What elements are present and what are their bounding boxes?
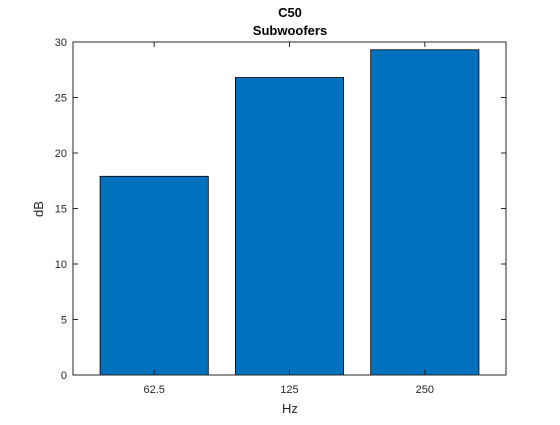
bars-group bbox=[100, 50, 479, 375]
y-tick-label: 15 bbox=[55, 204, 67, 216]
y-axis-label: dB bbox=[31, 201, 46, 217]
chart-title: C50 bbox=[278, 5, 302, 20]
bar-62.5 bbox=[100, 176, 208, 375]
y-tick-label: 30 bbox=[55, 37, 67, 49]
y-tick-label: 25 bbox=[55, 93, 67, 105]
x-tick-label: 250 bbox=[416, 384, 434, 396]
chart-subtitle: Subwoofers bbox=[253, 23, 327, 38]
y-tick-label: 10 bbox=[55, 259, 67, 271]
x-tick-label: 125 bbox=[280, 384, 298, 396]
bar-250 bbox=[371, 50, 479, 375]
bar-125 bbox=[235, 78, 343, 375]
x-tick-label: 62.5 bbox=[143, 384, 164, 396]
y-tick-label: 5 bbox=[61, 315, 67, 327]
y-tick-label: 0 bbox=[61, 370, 67, 382]
y-tick-label: 20 bbox=[55, 148, 67, 160]
x-axis-label: Hz bbox=[282, 401, 298, 416]
